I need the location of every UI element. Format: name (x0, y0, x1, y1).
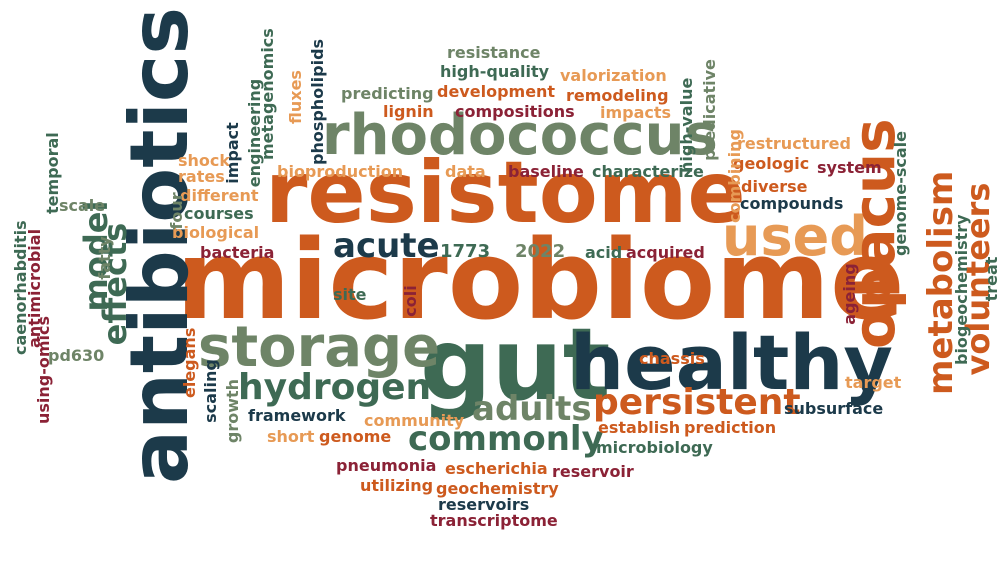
word-gut: gut (420, 306, 611, 423)
word-lignin: lignin (383, 102, 434, 121)
word-development: development (437, 82, 556, 101)
word-temporal: temporal (43, 132, 62, 214)
word-chassis: chassis (639, 349, 705, 368)
word-using-omics: using-omics (34, 315, 53, 424)
word-data: data (445, 162, 486, 181)
word-shock: shock (178, 151, 231, 170)
word-impact: impact (223, 122, 242, 184)
word-bioproduction: bioproduction (277, 162, 404, 181)
word-acquired: acquired (626, 243, 705, 262)
word-geologic: geologic (733, 154, 810, 173)
word-predicative: predicative (700, 59, 719, 161)
word-genome-scale: genome-scale (891, 131, 910, 256)
word-biological: biological (172, 223, 260, 242)
word-scaling: scaling (201, 359, 220, 423)
word-different: different (180, 186, 259, 205)
word-combining: combining (725, 129, 744, 223)
word-high-value: high-value (677, 77, 696, 173)
word-prediction: prediction (684, 418, 777, 437)
word-treat: treat (982, 256, 1000, 302)
word-persistent: persistent (593, 382, 801, 423)
word-rhodococcus: rhodococcus (322, 103, 718, 168)
word-community: community (364, 411, 465, 430)
word-resistome: resistome (265, 143, 746, 243)
word-escherichia: escherichia (445, 459, 548, 478)
word-transcriptome: transcriptome (430, 511, 558, 530)
word-high-quality: high-quality (440, 62, 550, 81)
word-compounds: compounds (740, 194, 844, 213)
word-2022: 2022 (515, 241, 566, 262)
word-fluxes: phospholipids (308, 38, 327, 165)
word-rates: rates (178, 167, 225, 186)
word-characterize: characterize (592, 162, 704, 181)
word-elegans: elegans (180, 327, 199, 398)
word-compositions: compositions (455, 102, 575, 121)
word-commonly: commonly (408, 419, 604, 459)
word-acute: acute (333, 226, 440, 266)
word-impacts: impacts (600, 103, 672, 122)
word-valorization: valorization (560, 66, 667, 85)
word-storage: storage (198, 315, 441, 380)
word-coli: coli (401, 285, 420, 317)
word-biogeochemistry: biogeochemistry (952, 214, 971, 365)
word-courses: courses (184, 204, 254, 223)
word-remodeling: remodeling (566, 86, 669, 105)
word-pneumonia: pneumonia (336, 456, 437, 475)
word-1773: 1773 (440, 241, 491, 262)
word-short: short (267, 427, 315, 446)
word-fatty: fatty (95, 236, 114, 280)
word-utilizing: utilizing (360, 476, 434, 495)
word-bacteria: bacteria (200, 243, 275, 262)
word-system: system (817, 158, 882, 177)
word-scale: scale (59, 196, 106, 215)
word-resistance: resistance (447, 43, 541, 62)
word-subsurface: subsurface (784, 399, 884, 418)
word-restructured: restructured (737, 134, 851, 153)
word-reservoir: reservoir (552, 462, 634, 481)
word-establish: establish (598, 418, 681, 437)
word-four: four (167, 192, 186, 230)
word-diverse: diverse (741, 177, 808, 196)
word-phospholipids: fluxes (286, 70, 305, 124)
word-adults: adults (472, 389, 592, 429)
word-microbiome: microbiome (176, 216, 905, 344)
word-pd630: pd630 (48, 346, 105, 365)
word-genome: genome (319, 427, 392, 446)
word-framework: framework (248, 406, 346, 425)
word-healthy: healthy (570, 318, 893, 407)
word-used: used (722, 205, 868, 268)
word-reservoirs: reservoirs (438, 495, 530, 514)
word-geochemistry: geochemistry (436, 479, 559, 498)
word-engineering: engineering (245, 78, 264, 188)
word-acid: acid (585, 243, 623, 262)
word-predicting: predicting (341, 84, 434, 103)
word-target: target (845, 373, 902, 392)
word-hydrogen: hydrogen (238, 367, 432, 408)
word-baseline: baseline (508, 162, 584, 181)
word-growth: growth (223, 378, 242, 444)
word-microbiology: microbiology (596, 438, 713, 457)
word-site: site (333, 285, 367, 304)
word-ageing: ageing (840, 263, 859, 325)
